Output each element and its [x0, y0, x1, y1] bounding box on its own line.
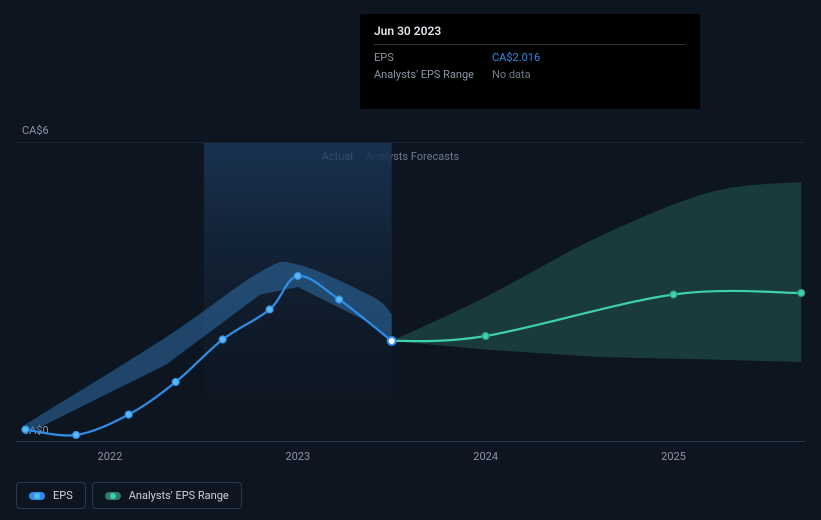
eps-chart — [16, 142, 805, 442]
tooltip-value: CA$2.016 — [492, 51, 540, 64]
x-tick-label: 2023 — [285, 450, 310, 463]
chart-legend: EPS Analysts' EPS Range — [16, 482, 242, 509]
y-tick-label: CA$6 — [22, 124, 49, 137]
tooltip-date: Jun 30 2023 — [374, 24, 686, 45]
tooltip-row-eps: EPS CA$2.016 — [374, 49, 686, 66]
x-tick-label: 2025 — [661, 450, 686, 463]
legend-swatch-range — [105, 492, 121, 500]
chart-tooltip: Jun 30 2023 EPS CA$2.016 Analysts' EPS R… — [360, 14, 700, 109]
legend-swatch-eps — [29, 492, 45, 500]
tooltip-value: No data — [492, 68, 531, 81]
legend-label: EPS — [53, 489, 73, 502]
x-tick-label: 2024 — [473, 450, 498, 463]
tooltip-row-range: Analysts' EPS Range No data — [374, 66, 686, 83]
tooltip-key: Analysts' EPS Range — [374, 68, 492, 81]
x-tick-label: 2022 — [98, 450, 123, 463]
tooltip-key: EPS — [374, 51, 492, 64]
legend-item-range[interactable]: Analysts' EPS Range — [92, 482, 242, 509]
legend-label: Analysts' EPS Range — [129, 489, 229, 502]
legend-item-eps[interactable]: EPS — [16, 482, 86, 509]
